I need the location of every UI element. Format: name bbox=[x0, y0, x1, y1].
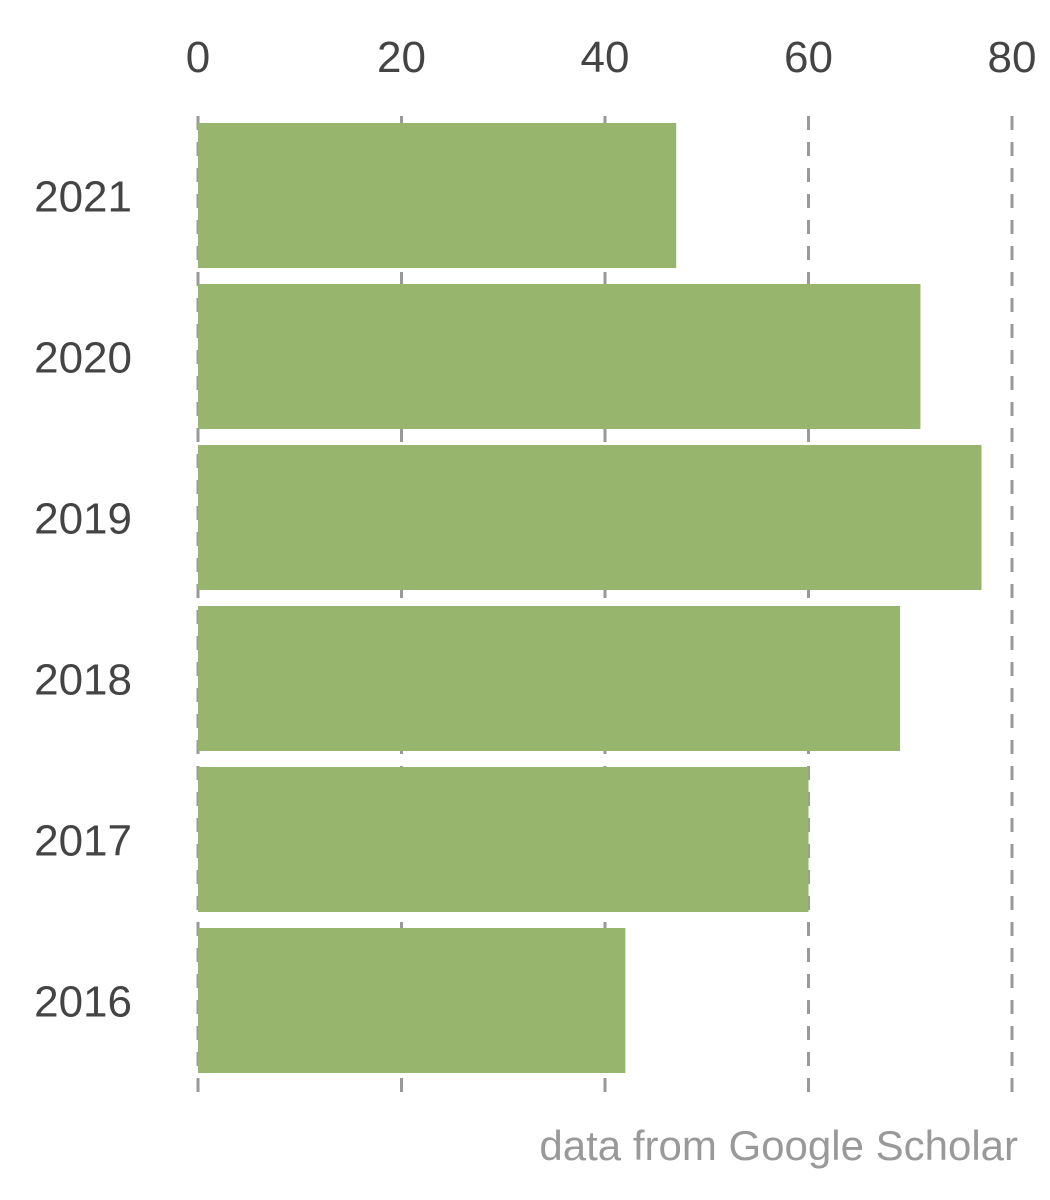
bar-2017 bbox=[198, 767, 809, 912]
bar-2018 bbox=[198, 606, 901, 751]
chart-caption: data from Google Scholar bbox=[539, 1122, 1018, 1169]
x-tick-label-20: 20 bbox=[377, 33, 426, 82]
y-tick-label-2017: 2017 bbox=[34, 817, 132, 866]
y-tick-label-2021: 2021 bbox=[34, 173, 132, 222]
x-axis-tick-labels: 0 20 40 60 80 bbox=[186, 33, 1037, 82]
y-tick-label-2020: 2020 bbox=[34, 334, 132, 383]
x-tick-label-60: 60 bbox=[784, 33, 833, 82]
y-tick-label-2018: 2018 bbox=[34, 656, 132, 705]
x-tick-label-40: 40 bbox=[581, 33, 630, 82]
bar-2016 bbox=[198, 928, 626, 1073]
bar-2020 bbox=[198, 284, 921, 429]
x-tick-label-0: 0 bbox=[186, 33, 210, 82]
y-tick-label-2016: 2016 bbox=[34, 978, 132, 1027]
x-tick-label-80: 80 bbox=[988, 33, 1037, 82]
bar-2019 bbox=[198, 445, 982, 590]
bar-2021 bbox=[198, 123, 677, 268]
y-tick-label-2019: 2019 bbox=[34, 495, 132, 544]
y-axis-tick-labels: 2021 2020 2019 2018 2017 2016 bbox=[34, 173, 132, 1027]
bars bbox=[198, 123, 982, 1073]
